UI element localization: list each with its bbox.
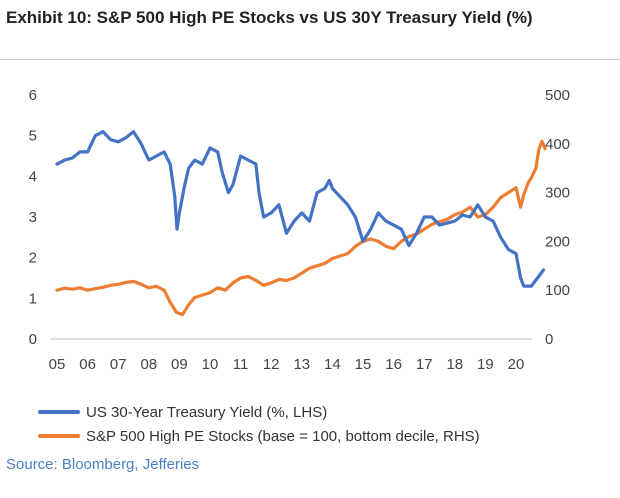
y-right-tick-label: 0 [545, 331, 553, 348]
x-tick-label: 18 [446, 356, 463, 373]
y-axis-left: 0 1 2 3 4 5 6 [29, 87, 37, 348]
y-left-tick-label: 4 [29, 168, 37, 185]
y-left-tick-label: 1 [29, 290, 37, 307]
x-tick-label: 20 [508, 356, 525, 373]
series-line-high-pe-stocks [55, 139, 547, 317]
x-tick-label: 10 [202, 356, 219, 373]
y-right-tick-label: 500 [545, 87, 570, 104]
x-tick-label: 07 [110, 356, 127, 373]
x-tick-label: 06 [79, 356, 96, 373]
y-axis-right: 0 100 200 300 400 500 [545, 87, 570, 348]
x-tick-label: 15 [355, 356, 372, 373]
x-tick-label: 17 [416, 356, 433, 373]
source-note: Source: Bloomberg, Jefferies [6, 456, 200, 473]
y-left-tick-label: 6 [29, 87, 37, 104]
y-right-tick-label: 400 [545, 136, 570, 153]
x-tick-label: 11 [233, 356, 249, 373]
title-divider [0, 59, 620, 60]
x-tick-label: 12 [263, 356, 280, 373]
x-tick-label: 19 [477, 356, 494, 373]
x-tick-label: 14 [324, 356, 341, 373]
y-left-tick-label: 0 [29, 331, 37, 348]
x-tick-label: 08 [140, 356, 157, 373]
legend-item-treasury: US 30-Year Treasury Yield (%, LHS) [38, 400, 480, 424]
series-layer [55, 130, 547, 317]
legend-item-high-pe: S&P 500 High PE Stocks (base = 100, bott… [38, 424, 480, 448]
y-left-tick-label: 5 [29, 128, 37, 145]
y-left-tick-label: 2 [29, 250, 37, 267]
y-right-tick-label: 100 [545, 282, 570, 299]
chart-title: Exhibit 10: S&P 500 High PE Stocks vs US… [6, 8, 533, 27]
x-tick-label: 09 [171, 356, 188, 373]
x-axis: 05 06 07 08 09 10 11 12 13 14 15 16 17 18 19 20 [49, 356, 525, 373]
legend-swatch-high-pe [38, 434, 80, 438]
series-line-treasury-yield [55, 130, 546, 288]
legend-label-high-pe: S&P 500 High PE Stocks (base = 100, bott… [86, 427, 480, 445]
x-tick-label: 05 [49, 356, 66, 373]
x-tick-label: 16 [385, 356, 402, 373]
y-right-tick-label: 300 [545, 185, 570, 202]
legend-label-treasury: US 30-Year Treasury Yield (%, LHS) [86, 403, 328, 421]
y-right-tick-label: 200 [545, 233, 570, 250]
x-tick-label: 13 [293, 356, 310, 373]
y-left-tick-label: 3 [29, 209, 37, 226]
legend: US 30-Year Treasury Yield (%, LHS) S&P 5… [38, 400, 480, 448]
legend-swatch-treasury [38, 410, 80, 414]
